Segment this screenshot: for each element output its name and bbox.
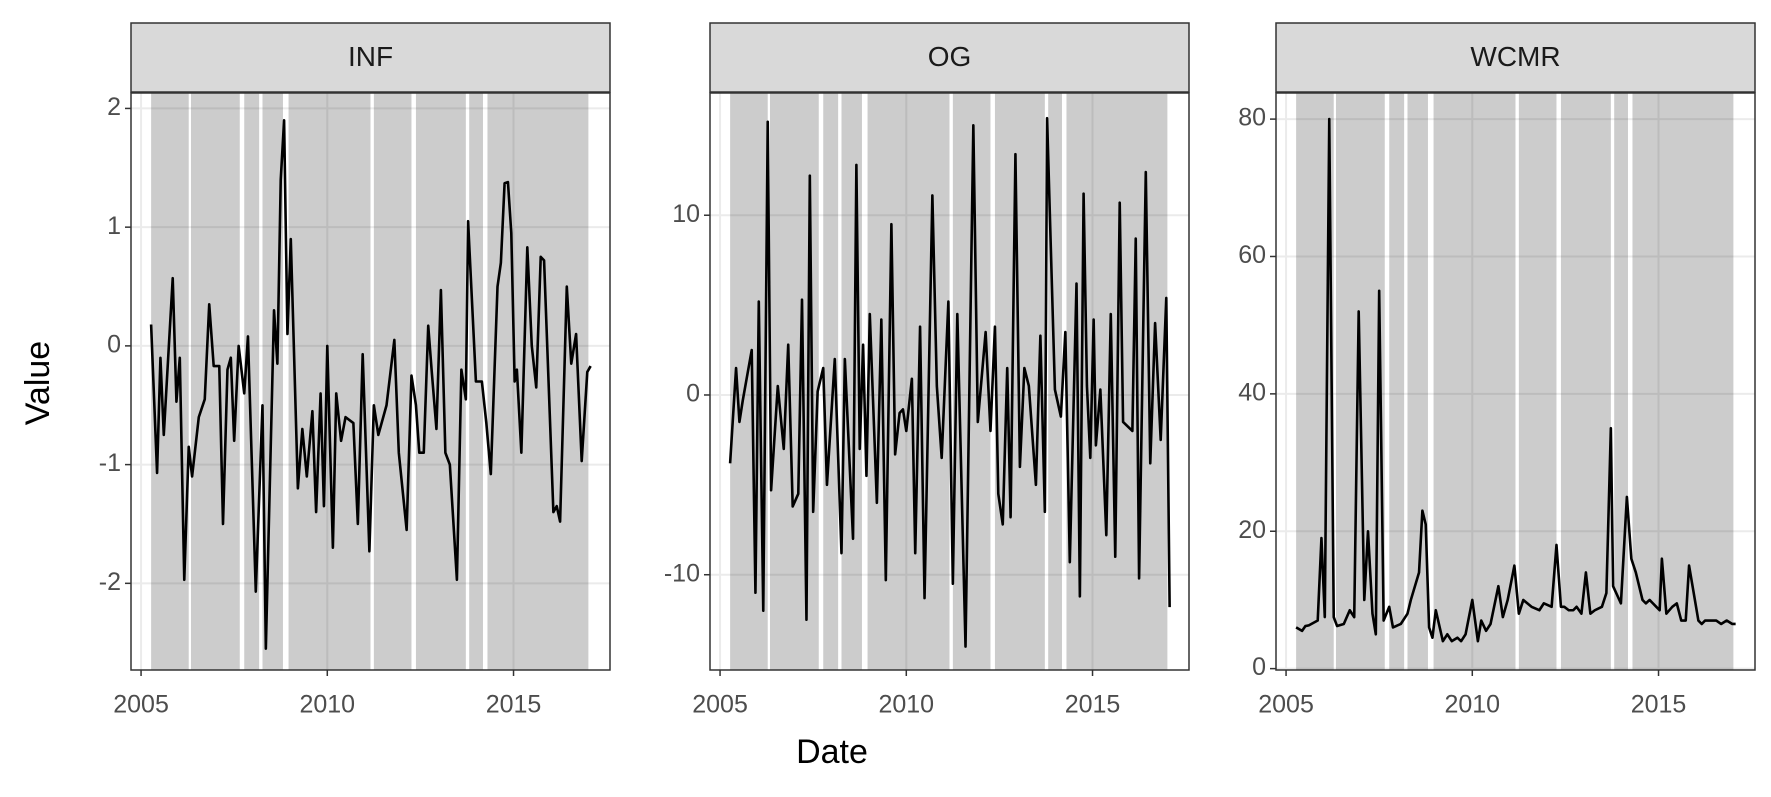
shaded-interval [1433,93,1516,670]
x-tick-label: 2005 [1258,691,1314,719]
x-tick-label: 2010 [878,691,934,719]
strip-background [1275,22,1756,93]
strip-background [130,22,611,93]
strip-title: OG [928,41,972,72]
panel-border [130,92,611,671]
x-tick-label: 2015 [1065,691,1121,719]
y-tick-label: 20 [1238,516,1266,544]
shaded-interval [1518,93,1557,670]
y-tick-label: 10 [672,200,700,228]
x-axis-title: Date [796,733,868,771]
x-tick-label: 2015 [1631,691,1687,719]
shaded-interval [823,93,839,670]
panel-border [709,92,1190,671]
data-line [728,116,1171,648]
y-tick-label: 80 [1238,104,1266,132]
y-tick-label: 0 [686,380,700,408]
shaded-interval [373,93,412,670]
x-tick-label: 2010 [1444,691,1500,719]
y-tick-label: -2 [99,568,121,596]
strip-title: WCMR [1470,41,1560,72]
shaded-interval [487,93,589,670]
data-line [1295,117,1736,643]
y-tick-label: 1 [107,212,121,240]
y-tick-label: 40 [1238,378,1266,406]
shaded-interval [1632,93,1734,670]
x-tick-label: 2010 [299,691,355,719]
strip-background [709,22,1190,93]
y-tick-label: 2 [107,93,121,121]
shaded-interval [415,93,466,670]
data-line [149,119,592,650]
shaded-interval [151,93,189,670]
shaded-interval [244,93,260,670]
y-tick-label: 0 [1252,653,1266,681]
y-tick-label: 0 [107,330,121,358]
x-tick-label: 2005 [113,691,169,719]
y-tick-label: 60 [1238,241,1266,269]
y-tick-label: -10 [664,559,700,587]
strip-title: INF [348,41,393,72]
x-tick-label: 2005 [692,691,748,719]
panel-border [1275,92,1756,671]
shaded-interval [1407,93,1428,670]
y-tick-label: -1 [99,449,121,477]
shaded-interval [1389,93,1405,670]
y-axis-title: Value [19,341,57,425]
x-tick-label: 2015 [486,691,542,719]
panel-background [131,93,610,670]
